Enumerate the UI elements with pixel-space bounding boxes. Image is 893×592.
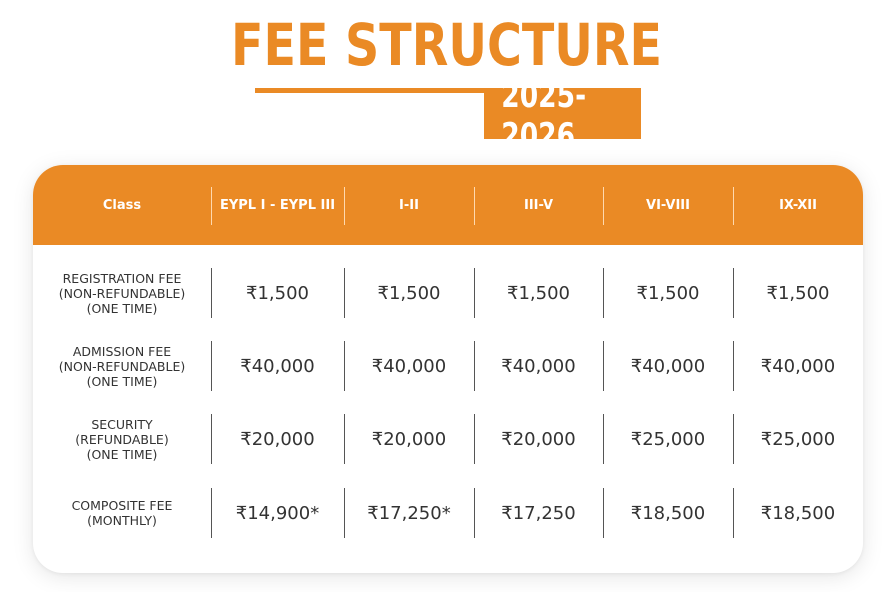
table-cell: ₹40,000 bbox=[371, 355, 447, 377]
cell-divider bbox=[603, 488, 604, 538]
table-cell: ₹17,250 bbox=[501, 502, 576, 524]
cell-divider bbox=[603, 341, 604, 391]
row-label-line: (NON-REFUNDABLE) bbox=[58, 358, 186, 374]
row-label-registration-fee: REGISTRATION FEE (NON-REFUNDABLE) (ONE T… bbox=[33, 268, 211, 318]
table-cell: ₹1,500 bbox=[766, 282, 830, 304]
cell-divider bbox=[211, 414, 212, 464]
row-label-admission-fee: ADMISSION FEE (NON-REFUNDABLE) (ONE TIME… bbox=[33, 341, 211, 391]
cell-divider bbox=[344, 488, 345, 538]
row-label-line: ADMISSION FEE bbox=[72, 343, 172, 359]
table-cell: ₹1,500 bbox=[636, 282, 700, 304]
header-divider bbox=[474, 187, 475, 225]
header-divider bbox=[733, 187, 734, 225]
column-header-eypl: EYPL I - EYPL III bbox=[219, 197, 336, 213]
column-header-iii-v: III-V bbox=[523, 197, 554, 213]
table-cell: ₹1,500 bbox=[246, 282, 309, 304]
cell-divider bbox=[344, 341, 345, 391]
year-label: 2025-2026 bbox=[501, 75, 587, 156]
table-cell: ₹40,000 bbox=[240, 355, 315, 377]
row-label-line: (MONTHLY) bbox=[87, 513, 157, 528]
cell-divider bbox=[344, 268, 345, 318]
table-cell: ₹40,000 bbox=[630, 355, 706, 377]
cell-divider bbox=[211, 488, 212, 538]
row-label-security: SECURITY (REFUNDABLE) (ONE TIME) bbox=[33, 414, 211, 464]
cell-divider bbox=[474, 341, 475, 391]
header-divider bbox=[211, 187, 212, 225]
cell-divider bbox=[733, 488, 734, 538]
cell-divider bbox=[211, 341, 212, 391]
table-cell: ₹17,250* bbox=[367, 502, 451, 524]
table-cell: ₹1,500 bbox=[507, 282, 570, 304]
table-cell: ₹1,500 bbox=[377, 282, 441, 304]
table-cell: ₹18,500 bbox=[630, 502, 706, 524]
column-header-vi-viii: VI-VIII bbox=[646, 197, 690, 213]
cell-divider bbox=[603, 414, 604, 464]
cell-divider bbox=[474, 268, 475, 318]
header-divider bbox=[603, 187, 604, 225]
row-label-line: REGISTRATION FEE bbox=[62, 270, 182, 286]
column-header-ix-xii: IX-XII bbox=[779, 197, 817, 213]
row-label-line: (NON-REFUNDABLE) bbox=[58, 285, 186, 301]
row-label-line: COMPOSITE FEE bbox=[71, 498, 173, 513]
cell-divider bbox=[603, 268, 604, 318]
table-cell: ₹20,000 bbox=[501, 428, 576, 450]
row-label-line: (ONE TIME) bbox=[86, 373, 158, 389]
table-cell: ₹25,000 bbox=[630, 428, 706, 450]
table-cell: ₹14,900* bbox=[235, 502, 320, 524]
cell-divider bbox=[733, 414, 734, 464]
table-cell: ₹40,000 bbox=[760, 355, 836, 377]
header-divider bbox=[344, 187, 345, 225]
table-header: Class EYPL I - EYPL III I-II III-V VI-VI… bbox=[33, 165, 863, 245]
cell-divider bbox=[733, 268, 734, 318]
cell-divider bbox=[474, 488, 475, 538]
cell-divider bbox=[474, 414, 475, 464]
table-cell: ₹18,500 bbox=[760, 502, 836, 524]
page-title: FEE STRUCTURE bbox=[230, 11, 663, 79]
cell-divider bbox=[733, 341, 734, 391]
row-label-composite-fee: COMPOSITE FEE (MONTHLY) bbox=[33, 488, 211, 538]
row-label-line: (REFUNDABLE) bbox=[75, 431, 169, 447]
cell-divider bbox=[211, 268, 212, 318]
column-header-class: Class bbox=[102, 197, 142, 213]
row-label-line: (ONE TIME) bbox=[86, 446, 158, 462]
fee-table-card: Class EYPL I - EYPL III I-II III-V VI-VI… bbox=[33, 165, 863, 573]
title-underline bbox=[255, 88, 641, 93]
table-cell: ₹20,000 bbox=[240, 428, 315, 450]
row-label-line: SECURITY bbox=[91, 416, 153, 432]
year-badge: 2025-2026 bbox=[484, 76, 641, 156]
table-cell: ₹20,000 bbox=[371, 428, 447, 450]
table-cell: ₹40,000 bbox=[501, 355, 576, 377]
row-label-line: (ONE TIME) bbox=[86, 300, 158, 316]
table-cell: ₹25,000 bbox=[760, 428, 836, 450]
column-header-i-ii: I-II bbox=[399, 197, 419, 213]
cell-divider bbox=[344, 414, 345, 464]
